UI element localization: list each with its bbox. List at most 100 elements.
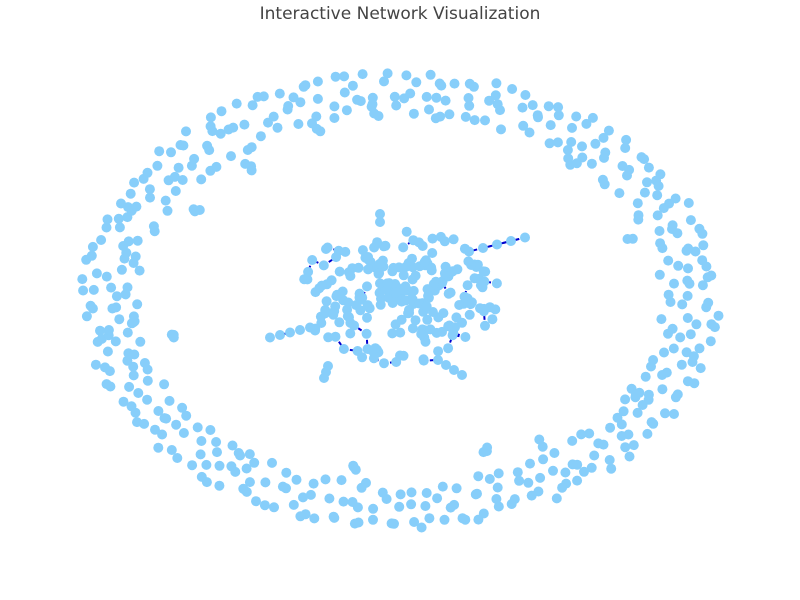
node[interactable]	[357, 292, 368, 303]
node[interactable]	[368, 353, 379, 364]
node[interactable]	[134, 265, 145, 276]
node[interactable]	[640, 371, 651, 382]
node[interactable]	[202, 140, 213, 151]
node[interactable]	[362, 312, 372, 323]
node[interactable]	[663, 255, 674, 266]
node[interactable]	[212, 447, 222, 458]
node[interactable]	[298, 492, 308, 503]
node[interactable]	[305, 322, 315, 333]
node[interactable]	[391, 287, 402, 298]
node[interactable]	[432, 493, 443, 504]
node[interactable]	[227, 440, 238, 451]
node[interactable]	[658, 203, 669, 214]
node[interactable]	[653, 181, 664, 191]
node[interactable]	[473, 471, 484, 482]
node[interactable]	[520, 232, 530, 243]
node[interactable]	[431, 92, 442, 103]
node[interactable]	[549, 448, 560, 458]
node[interactable]	[128, 311, 139, 322]
node[interactable]	[295, 511, 306, 522]
node[interactable]	[101, 271, 112, 282]
node[interactable]	[416, 329, 427, 339]
node[interactable]	[160, 195, 171, 206]
node[interactable]	[307, 255, 318, 265]
node[interactable]	[329, 113, 340, 123]
node[interactable]	[525, 458, 535, 469]
node[interactable]	[410, 270, 421, 281]
node[interactable]	[334, 317, 345, 328]
node[interactable]	[181, 126, 191, 137]
node[interactable]	[201, 459, 212, 470]
node[interactable]	[142, 375, 153, 386]
node[interactable]	[663, 289, 674, 300]
node[interactable]	[437, 481, 448, 492]
node[interactable]	[387, 328, 398, 339]
node[interactable]	[441, 360, 451, 370]
node[interactable]	[480, 320, 490, 331]
node[interactable]	[291, 474, 302, 485]
node[interactable]	[293, 119, 304, 129]
node[interactable]	[116, 264, 127, 275]
node[interactable]	[543, 101, 554, 112]
node[interactable]	[281, 467, 292, 478]
node[interactable]	[576, 429, 587, 440]
node[interactable]	[406, 293, 417, 304]
node[interactable]	[259, 500, 270, 511]
node[interactable]	[633, 214, 644, 225]
node[interactable]	[683, 198, 694, 208]
node[interactable]	[347, 80, 358, 91]
node[interactable]	[330, 331, 341, 342]
node[interactable]	[682, 376, 693, 387]
node[interactable]	[544, 138, 555, 149]
node[interactable]	[517, 102, 528, 113]
node[interactable]	[308, 478, 319, 489]
node[interactable]	[86, 250, 97, 261]
node[interactable]	[362, 300, 373, 311]
node[interactable]	[118, 396, 129, 407]
node[interactable]	[114, 222, 125, 233]
node[interactable]	[345, 271, 356, 281]
node[interactable]	[339, 87, 350, 98]
node[interactable]	[421, 488, 432, 498]
node[interactable]	[400, 262, 411, 273]
node[interactable]	[357, 245, 368, 256]
node[interactable]	[341, 105, 352, 116]
node[interactable]	[389, 518, 399, 529]
node[interactable]	[338, 344, 349, 354]
node[interactable]	[444, 109, 455, 120]
node[interactable]	[139, 358, 150, 368]
node[interactable]	[670, 392, 681, 403]
node[interactable]	[90, 359, 101, 370]
node[interactable]	[533, 112, 543, 123]
node[interactable]	[523, 477, 534, 488]
node[interactable]	[621, 134, 632, 145]
node[interactable]	[231, 98, 242, 109]
node[interactable]	[211, 161, 222, 172]
node[interactable]	[251, 496, 261, 507]
node[interactable]	[226, 151, 236, 162]
node[interactable]	[239, 119, 250, 130]
node[interactable]	[159, 413, 170, 424]
node[interactable]	[652, 190, 663, 201]
node[interactable]	[144, 184, 155, 195]
node[interactable]	[111, 291, 122, 302]
node[interactable]	[435, 111, 446, 122]
node[interactable]	[534, 434, 545, 445]
node[interactable]	[228, 122, 239, 133]
node[interactable]	[639, 187, 650, 198]
node[interactable]	[681, 245, 692, 256]
node[interactable]	[630, 390, 641, 400]
node[interactable]	[347, 497, 358, 507]
node[interactable]	[478, 266, 489, 277]
node[interactable]	[447, 330, 458, 341]
node[interactable]	[195, 449, 206, 460]
node[interactable]	[695, 363, 706, 374]
node[interactable]	[454, 300, 465, 310]
node[interactable]	[353, 262, 364, 273]
node[interactable]	[114, 314, 125, 325]
node[interactable]	[562, 145, 573, 155]
node[interactable]	[172, 453, 183, 463]
node[interactable]	[480, 115, 490, 126]
node[interactable]	[106, 282, 117, 293]
node[interactable]	[169, 171, 180, 182]
